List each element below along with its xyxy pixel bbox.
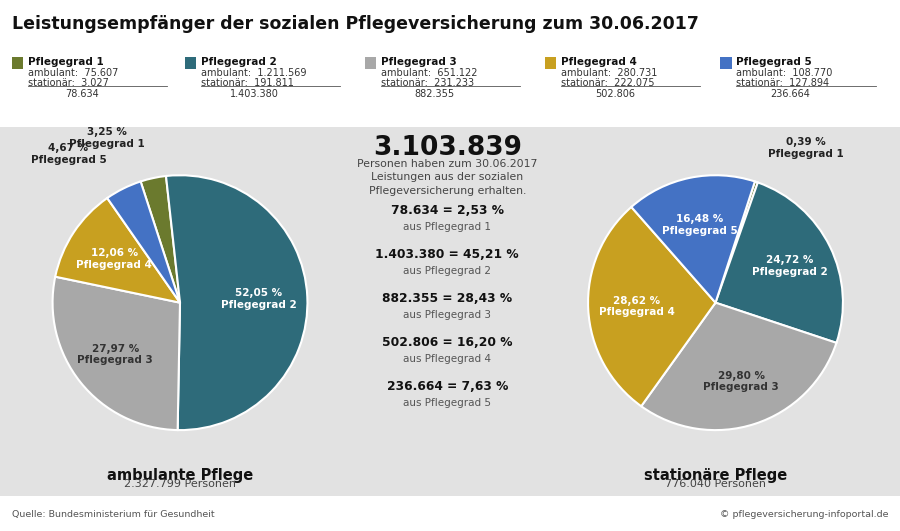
- Text: ambulant:  1.211.569: ambulant: 1.211.569: [201, 68, 306, 78]
- Text: 28,62 %
Pflegegrad 4: 28,62 % Pflegegrad 4: [598, 296, 674, 318]
- Text: ambulante Pflege: ambulante Pflege: [107, 468, 253, 483]
- Wedge shape: [140, 176, 180, 303]
- Text: 4,67 %
Pflegegrad 5: 4,67 % Pflegegrad 5: [31, 143, 106, 165]
- Text: aus Pflegegrad 1: aus Pflegegrad 1: [403, 222, 491, 232]
- Wedge shape: [55, 198, 180, 303]
- Text: ambulant:  108.770: ambulant: 108.770: [736, 68, 832, 78]
- Text: stationäre Pflege: stationäre Pflege: [644, 468, 788, 483]
- Text: Leistungsempfänger der sozialen Pflegeversicherung zum 30.06.2017: Leistungsempfänger der sozialen Pflegeve…: [12, 15, 698, 33]
- Text: 27,97 %
Pflegegrad 3: 27,97 % Pflegegrad 3: [77, 344, 153, 365]
- Text: 12,06 %
Pflegegrad 4: 12,06 % Pflegegrad 4: [76, 249, 152, 270]
- Text: 52,05 %
Pflegegrad 2: 52,05 % Pflegegrad 2: [221, 288, 297, 310]
- Text: 29,80 %
Pflegegrad 3: 29,80 % Pflegegrad 3: [703, 371, 778, 392]
- Text: stationär:  127.894: stationär: 127.894: [736, 78, 829, 88]
- Wedge shape: [631, 175, 755, 303]
- Text: Pflegegrad 1: Pflegegrad 1: [28, 57, 104, 67]
- Text: 776.040 Personen: 776.040 Personen: [665, 479, 766, 490]
- Wedge shape: [641, 303, 836, 430]
- Text: 882.355: 882.355: [415, 89, 454, 99]
- Text: aus Pflegegrad 3: aus Pflegegrad 3: [403, 310, 491, 320]
- Text: stationär:  3.027: stationär: 3.027: [28, 78, 109, 88]
- Text: Personen haben zum 30.06.2017
Leistungen aus der sozialen
Pflegeversicherung erh: Personen haben zum 30.06.2017 Leistungen…: [357, 159, 537, 196]
- Text: 236.664: 236.664: [770, 89, 810, 99]
- Text: 236.664 = 7,63 %: 236.664 = 7,63 %: [387, 380, 508, 393]
- Text: aus Pflegegrad 5: aus Pflegegrad 5: [403, 398, 491, 408]
- Wedge shape: [716, 183, 843, 343]
- Text: 24,72 %
Pflegegrad 2: 24,72 % Pflegegrad 2: [752, 255, 828, 277]
- Text: 16,48 %
Pflegegrad 5: 16,48 % Pflegegrad 5: [662, 215, 737, 236]
- Wedge shape: [166, 175, 308, 430]
- Text: ambulant:  75.607: ambulant: 75.607: [28, 68, 118, 78]
- Text: 2.327.799 Personen: 2.327.799 Personen: [124, 479, 236, 490]
- Text: 502.806 = 16,20 %: 502.806 = 16,20 %: [382, 336, 512, 349]
- Text: Pflegegrad 4: Pflegegrad 4: [561, 57, 636, 67]
- Text: Quelle: Bundesministerium für Gesundheit: Quelle: Bundesministerium für Gesundheit: [12, 510, 214, 519]
- Text: 1.403.380 = 45,21 %: 1.403.380 = 45,21 %: [375, 248, 519, 261]
- Text: 3.103.839: 3.103.839: [373, 135, 522, 161]
- Text: 882.355 = 28,43 %: 882.355 = 28,43 %: [382, 292, 512, 305]
- Wedge shape: [588, 207, 716, 406]
- Text: stationär:  231.233: stationär: 231.233: [381, 78, 473, 88]
- Text: 78.634 = 2,53 %: 78.634 = 2,53 %: [391, 204, 504, 217]
- Text: aus Pflegegrad 4: aus Pflegegrad 4: [403, 354, 491, 364]
- Wedge shape: [52, 277, 180, 430]
- Text: 0,39 %
Pflegegrad 1: 0,39 % Pflegegrad 1: [768, 138, 843, 159]
- Text: Pflegegrad 2: Pflegegrad 2: [201, 57, 276, 67]
- Wedge shape: [107, 182, 180, 303]
- Wedge shape: [716, 182, 758, 303]
- Text: stationär:  191.811: stationär: 191.811: [201, 78, 293, 88]
- Text: © pflegeversicherung-infoportal.de: © pflegeversicherung-infoportal.de: [720, 510, 888, 519]
- Text: aus Pflegegrad 2: aus Pflegegrad 2: [403, 266, 491, 276]
- Text: Pflegegrad 5: Pflegegrad 5: [736, 57, 812, 67]
- Text: 1.403.380: 1.403.380: [230, 89, 279, 99]
- Text: 3,25 %
Pflegegrad 1: 3,25 % Pflegegrad 1: [68, 127, 145, 149]
- Text: stationär:  222.075: stationär: 222.075: [561, 78, 654, 88]
- Text: Pflegegrad 3: Pflegegrad 3: [381, 57, 456, 67]
- Text: ambulant:  651.122: ambulant: 651.122: [381, 68, 477, 78]
- Text: 502.806: 502.806: [595, 89, 634, 99]
- Text: 78.634: 78.634: [65, 89, 99, 99]
- Text: ambulant:  280.731: ambulant: 280.731: [561, 68, 657, 78]
